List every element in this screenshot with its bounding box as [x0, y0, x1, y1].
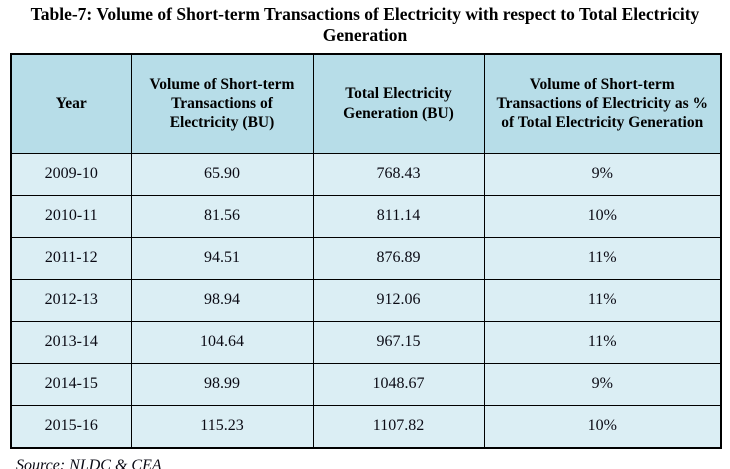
table-cell: 11%	[483, 278, 722, 322]
table-row: 2010-11 81.56 811.14 10%	[10, 194, 722, 238]
table-cell: 115.23	[130, 404, 314, 449]
table-row: 2011-12 94.51 876.89 11%	[10, 236, 722, 280]
table-cell: 1107.82	[312, 404, 485, 449]
table-row: 2015-16 115.23 1107.82 10%	[10, 404, 722, 449]
table-cell: 2010-11	[10, 194, 132, 238]
table-cell: 2011-12	[10, 236, 132, 280]
table-row: 2009-10 65.90 768.43 9%	[10, 152, 722, 196]
table-body: 2009-10 65.90 768.43 9% 2010-11 81.56 811.14 10…	[10, 152, 722, 449]
table-cell: 768.43	[312, 152, 485, 196]
col-header-short-term-volume: Volume of Short-term Transactions of Ele…	[130, 53, 314, 154]
table-row: 2012-13 98.94 912.06 11%	[10, 278, 722, 322]
table-cell: 104.64	[130, 320, 314, 364]
table-cell: 2014-15	[10, 362, 132, 406]
table-cell: 11%	[483, 236, 722, 280]
col-header-year: Year	[10, 53, 132, 154]
table-cell: 11%	[483, 320, 722, 364]
table-cell: 811.14	[312, 194, 485, 238]
electricity-table: Year Volume of Short-term Transactions o…	[10, 52, 722, 449]
table-row: 2014-15 98.99 1048.67 9%	[10, 362, 722, 406]
table-title: Table-7: Volume of Short-term Transactio…	[30, 4, 700, 46]
table-cell: 65.90	[130, 152, 314, 196]
table-cell: 10%	[483, 404, 722, 449]
table-cell: 98.94	[130, 278, 314, 322]
table-cell: 98.99	[130, 362, 314, 406]
table-cell: 2012-13	[10, 278, 132, 322]
table-cell: 967.15	[312, 320, 485, 364]
table-cell: 9%	[483, 362, 722, 406]
source-note: Source: NLDC & CEA	[16, 456, 162, 469]
table-header-row: Year Volume of Short-term Transactions o…	[10, 53, 722, 154]
table-cell: 2015-16	[10, 404, 132, 449]
table-header: Year Volume of Short-term Transactions o…	[10, 53, 722, 154]
table-cell: 2013-14	[10, 320, 132, 364]
table-cell: 912.06	[312, 278, 485, 322]
table-cell: 94.51	[130, 236, 314, 280]
table-cell: 876.89	[312, 236, 485, 280]
table-cell: 2009-10	[10, 152, 132, 196]
table-row: 2013-14 104.64 967.15 11%	[10, 320, 722, 364]
table-cell: 9%	[483, 152, 722, 196]
table-cell: 81.56	[130, 194, 314, 238]
table-cell: 1048.67	[312, 362, 485, 406]
col-header-percentage: Volume of Short-term Transactions of Ele…	[483, 53, 722, 154]
table-cell: 10%	[483, 194, 722, 238]
col-header-total-generation: Total Electricity Generation (BU)	[312, 53, 485, 154]
